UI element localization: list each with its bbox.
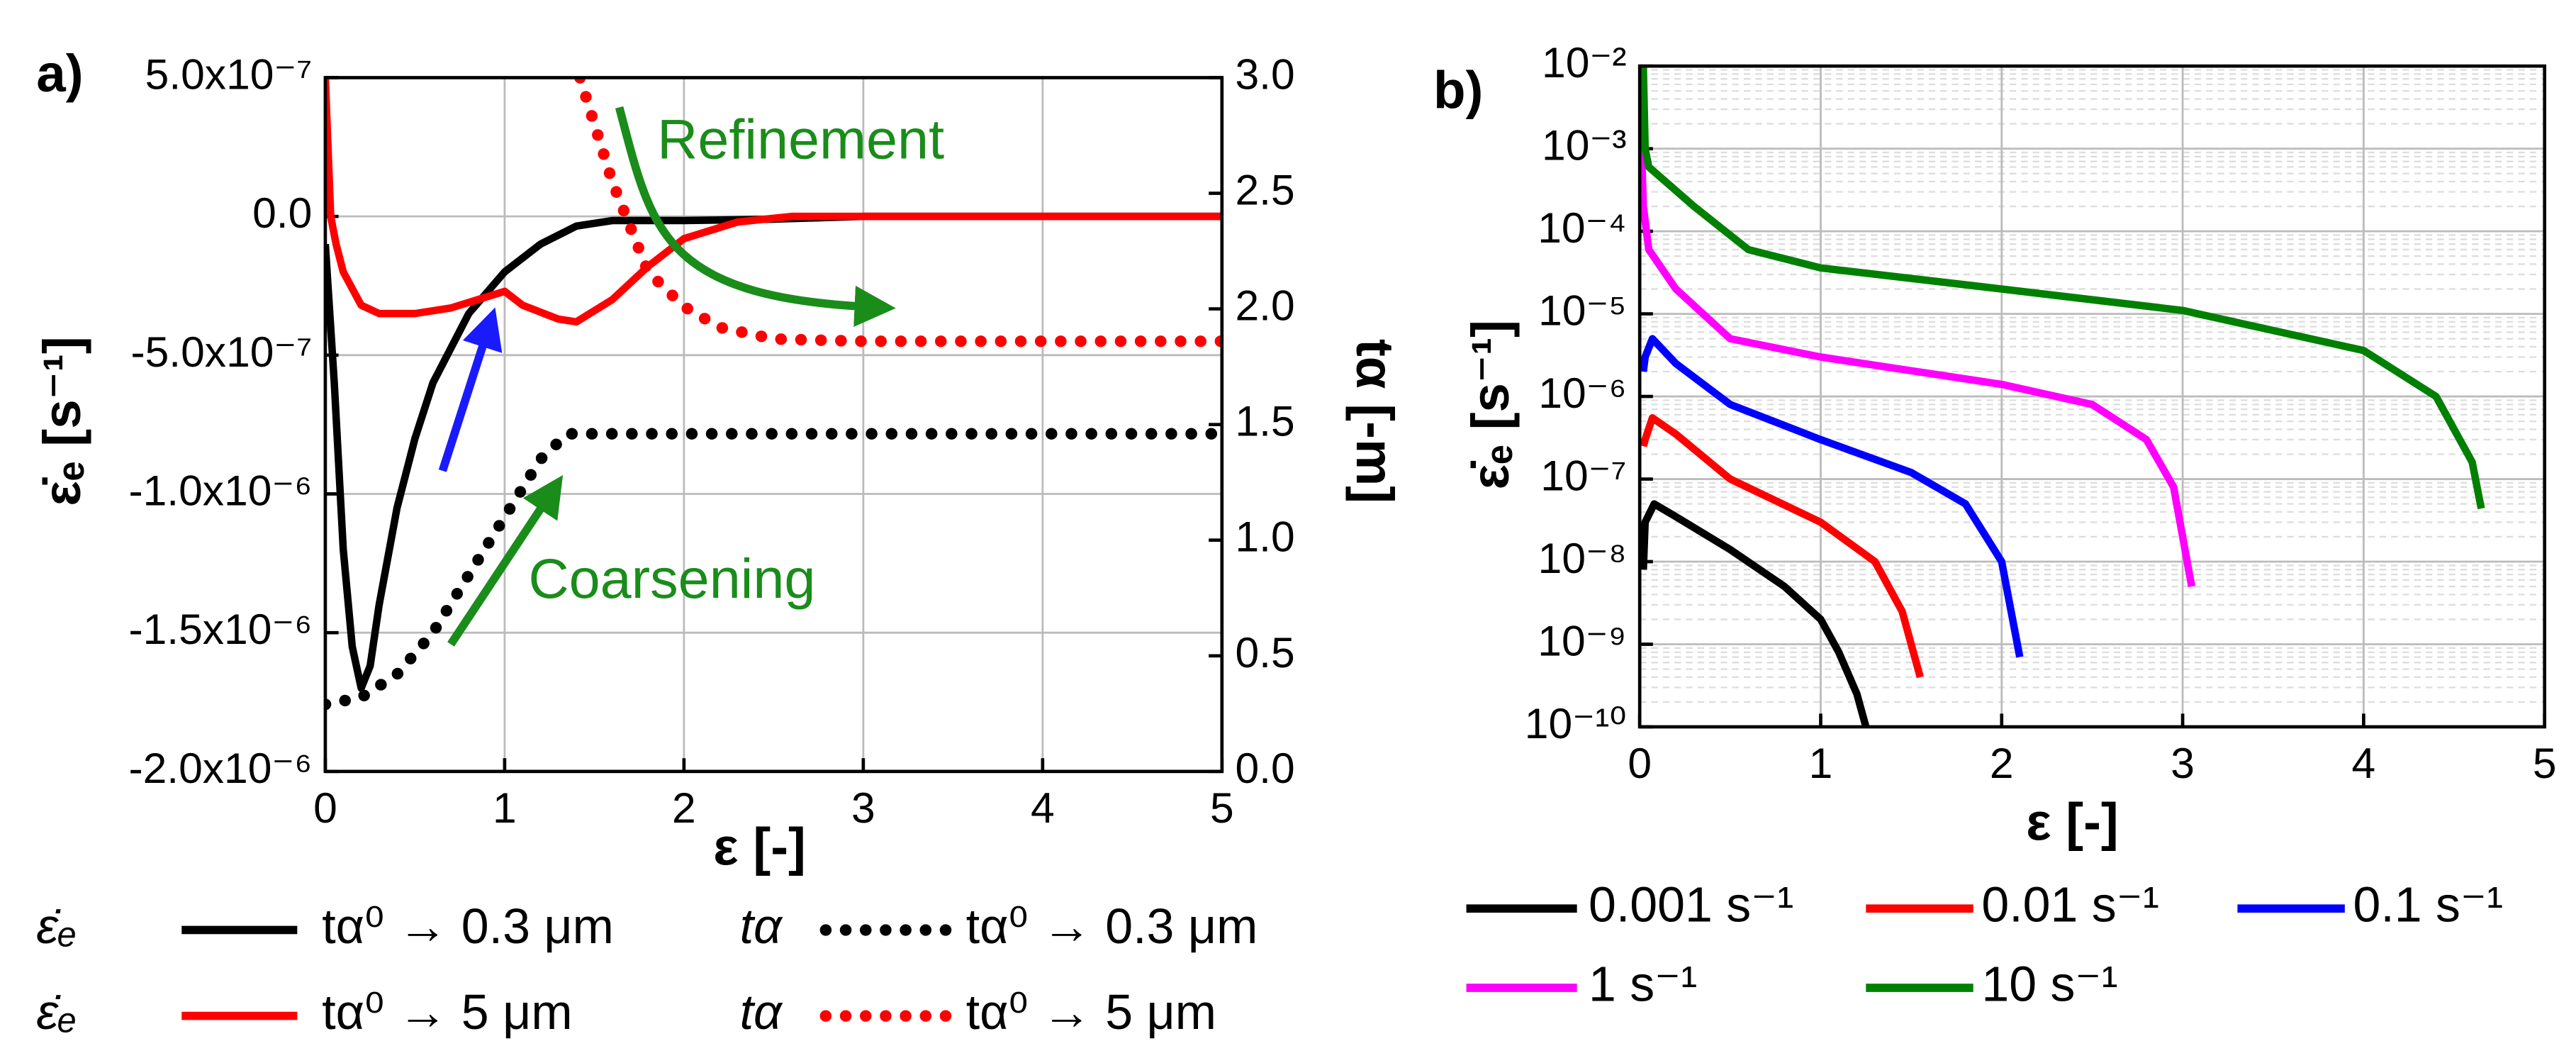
legend-quantity: tα	[740, 984, 783, 1040]
legend-label: tα⁰ → 5 μm	[322, 984, 572, 1040]
legend-label: 0.01 s⁻¹	[1981, 877, 2158, 933]
line-series	[1640, 148, 2196, 588]
line-series	[325, 428, 1222, 711]
arrow	[447, 474, 564, 647]
y-tick-label: 10⁻⁷	[1540, 452, 1626, 500]
legend-label: tα⁰ → 0.3 μm	[966, 898, 1258, 954]
y-tick-label: 10⁻⁴	[1538, 204, 1626, 252]
y-tick-label: -2.0x10⁻⁶	[128, 744, 312, 792]
layer: 0 1 2 3 4 5 -2.0x10⁻⁶ -1.5x10⁻⁶ -1.0x10⁻⁶ -5.0x10…	[33, 38, 2557, 1040]
y2-tick-label: 2.5	[1235, 166, 1294, 214]
y-tick-label: 10⁻⁹	[1538, 616, 1626, 664]
layer: Refinement Coarsening	[438, 106, 944, 647]
y-tick-label: 10⁻⁸	[1538, 534, 1627, 582]
y2-tick-label: 0.5	[1235, 628, 1294, 677]
y-tick-label: 0.0	[252, 189, 312, 237]
y-tick-label: 10⁻³	[1542, 121, 1626, 169]
x-tick-label: 3	[851, 784, 875, 832]
x-tick-label: 4	[1031, 784, 1055, 832]
y-tick-label: -5.0x10⁻⁷	[130, 328, 312, 376]
x-tick-label: 4	[2352, 739, 2376, 787]
y-axis-label: ε̇ₑ [s⁻¹]	[1461, 320, 1520, 489]
legend-quantity: ε̇ₑ	[36, 984, 77, 1040]
y-tick-label: 10⁻⁶	[1538, 369, 1626, 417]
legend-quantity: ε̇ₑ	[36, 898, 77, 954]
line-series	[1640, 500, 1870, 727]
plot-frame	[323, 76, 1224, 774]
line-series	[325, 77, 1222, 326]
legend-label: tα⁰ → 5 μm	[966, 984, 1216, 1040]
x-tick-label: 2	[672, 784, 696, 832]
legend-label: tα⁰ → 0.3 μm	[322, 898, 614, 954]
line-series	[1640, 335, 2024, 658]
annotation: Refinement	[657, 108, 944, 171]
x-tick-label: 1	[1809, 739, 1833, 787]
x-tick-label: 2	[1990, 739, 2014, 787]
x-tick-label: 3	[2171, 739, 2195, 787]
x-tick-label: 1	[493, 784, 517, 832]
legend-label: 1 s⁻¹	[1589, 956, 1697, 1011]
legend-label: 0.1 s⁻¹	[2353, 877, 2503, 933]
x-tick-label: 0	[1628, 739, 1652, 787]
y2-tick-label: 0.0	[1235, 744, 1294, 792]
arrow	[438, 307, 503, 472]
y-tick-label: -1.0x10⁻⁶	[128, 467, 312, 515]
y-tick-label: 5.0x10⁻⁷	[145, 50, 313, 98]
x-axis-label: ε [-]	[713, 817, 806, 876]
legend-quantity: tα	[740, 898, 783, 954]
y-axis-label: ε̇ₑ [s⁻¹]	[33, 336, 91, 506]
legend-label: 10 s⁻¹	[1981, 956, 2117, 1011]
y-tick-label: -1.5x10⁻⁶	[128, 605, 312, 653]
y2-tick-label: 2.0	[1235, 282, 1294, 330]
y-tick-label: 10⁻²	[1542, 38, 1626, 87]
line-series	[574, 77, 1222, 347]
annotation: Coarsening	[528, 547, 815, 610]
x-tick-label: 0	[313, 784, 337, 832]
panel-label: b)	[1433, 60, 1483, 119]
panel-label: a)	[36, 44, 83, 103]
y2-tick-label: 3.0	[1235, 50, 1294, 98]
y-tick-label: 10⁻⁵	[1538, 286, 1626, 335]
y2-tick-label: 1.5	[1235, 397, 1294, 445]
y2-axis-label: tα [-m]	[1345, 339, 1404, 503]
y2-tick-label: 1.0	[1235, 513, 1294, 561]
plot-frame	[1637, 64, 2547, 729]
line-series	[1640, 66, 2485, 510]
x-tick-label: 5	[1210, 784, 1234, 832]
line-series	[1640, 414, 1924, 679]
arrow	[615, 106, 896, 328]
x-tick-label: 5	[2533, 739, 2557, 787]
y-tick-label: 10⁻¹⁰	[1525, 699, 1627, 747]
x-axis-label: ε [-]	[2026, 792, 2119, 851]
line-series	[325, 212, 1222, 692]
legend-label: 0.001 s⁻¹	[1589, 877, 1793, 933]
